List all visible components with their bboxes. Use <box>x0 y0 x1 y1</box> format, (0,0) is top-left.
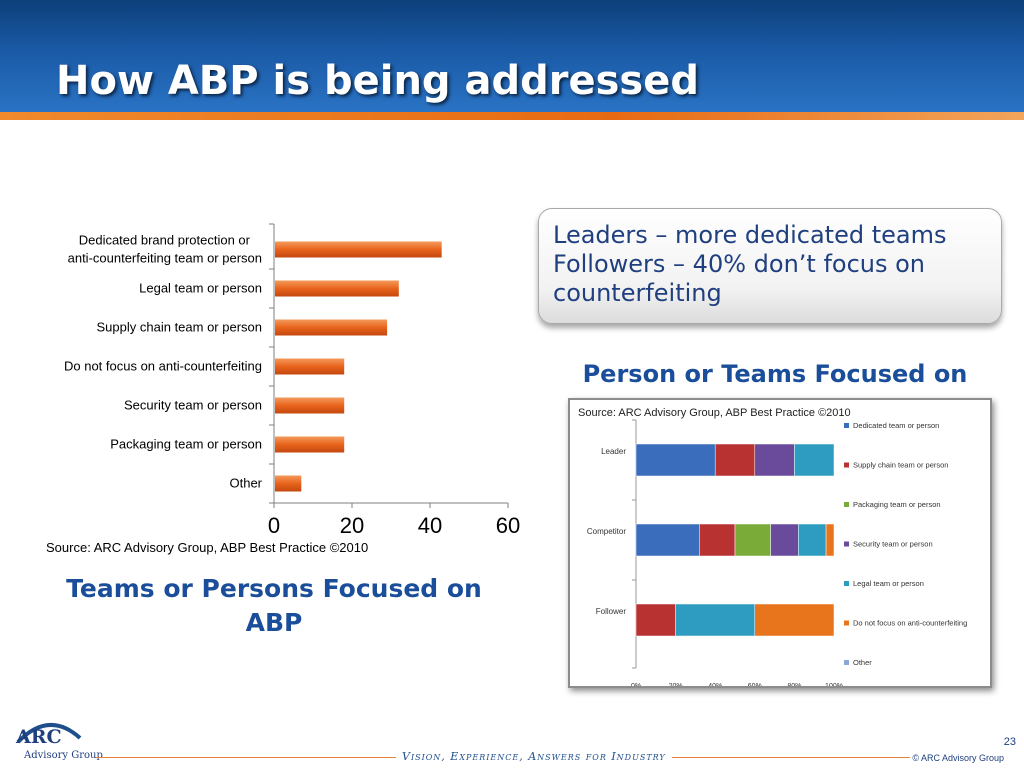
abp-teams-bar-chart: Dedicated brand protection or anti-counte… <box>64 223 520 538</box>
left-caption-line-2: ABP <box>245 608 303 637</box>
stack-segment <box>798 523 827 557</box>
callout-box: Leaders – more dedicated teams Followers… <box>538 208 1002 324</box>
page-number: 23 <box>1003 736 1016 748</box>
x-tick-label: 60 <box>496 513 520 538</box>
source-note: Source: ARC Advisory Group, ABP Best Pra… <box>46 540 369 555</box>
legend-label: Legal team or person <box>853 579 924 588</box>
category-label-line: anti-counterfeiting team or person <box>68 251 262 266</box>
category-label: Supply chain team or person <box>97 320 262 335</box>
legend-swatch <box>844 502 849 507</box>
stack-segment <box>734 523 771 557</box>
x-tick-label: 40 <box>418 513 442 538</box>
stack-segment <box>699 523 736 557</box>
stack-x-tick-label: 40% <box>708 683 722 686</box>
category-label-line: Supply chain team or person <box>97 320 262 335</box>
stack-category-label: Follower <box>596 607 627 616</box>
legend-label: Packaging team or person <box>853 500 941 509</box>
x-tick-label: 20 <box>340 513 364 538</box>
slide-header <box>0 0 1024 120</box>
left-caption-line-1: Teams or Persons Focused on <box>66 574 482 603</box>
category-label: Other <box>229 476 262 491</box>
stack-category-label: Competitor <box>587 527 626 536</box>
category-label: Legal team or person <box>139 281 262 296</box>
right-chart-caption: Person or Teams Focused on <box>582 360 968 388</box>
stack-segment <box>754 443 795 477</box>
bar-5 <box>275 436 345 453</box>
legend-swatch <box>844 581 849 586</box>
bar-0 <box>275 241 442 258</box>
x-tick-label: 0 <box>268 513 280 538</box>
stack-x-tick-label: 20% <box>669 683 683 686</box>
legend-swatch <box>844 462 849 468</box>
bar-2 <box>275 319 388 336</box>
logo-subtext: Advisory Group <box>24 750 103 761</box>
stack-x-tick-label: 100% <box>825 683 843 686</box>
left-chart-caption: Teams or Persons Focused on ABP <box>40 572 508 640</box>
stack-segment <box>635 603 676 637</box>
stack-x-tick-label: 60% <box>748 683 762 686</box>
legend-label: Other <box>853 658 872 667</box>
category-label: Security team or person <box>124 398 262 413</box>
legend-label: Dedicated team or person <box>853 421 939 430</box>
logo-arc-icon <box>16 722 82 744</box>
bar-1 <box>275 280 399 297</box>
category-label: Dedicated brand protection or anti-counte… <box>68 233 262 266</box>
stack-segment <box>825 523 835 557</box>
stack-segment <box>754 603 835 637</box>
bar-6 <box>275 475 302 492</box>
embedded-chart-frame: Source: ARC Advisory Group, ABP Best Pra… <box>568 398 992 688</box>
category-label-line: Dedicated brand protection or <box>79 233 251 248</box>
stack-x-tick-label: 80% <box>787 683 801 686</box>
bar-4 <box>275 397 345 414</box>
stack-segment <box>794 443 835 477</box>
footer-tagline: Vision, Experience, Answers for Industry <box>396 750 672 763</box>
stack-category-label: Leader <box>601 447 626 456</box>
stack-segment <box>770 523 799 557</box>
category-label: Packaging team or person <box>110 437 262 452</box>
legend-swatch <box>844 541 849 547</box>
category-label: Do not focus on anti-counterfeiting <box>64 359 262 374</box>
stack-segment <box>675 603 756 637</box>
stack-segment <box>635 443 716 477</box>
slide-title: How ABP is being addressed <box>56 58 699 104</box>
category-label-line: Packaging team or person <box>110 437 262 452</box>
leader-competitor-follower-stacked-chart: Source: ARC Advisory Group, ABP Best Pra… <box>578 407 967 686</box>
category-label-line: Security team or person <box>124 398 262 413</box>
legend-label: Supply chain team or person <box>853 461 948 470</box>
arc-logo: ARC Advisory Group <box>12 716 103 766</box>
stack-x-tick-label: 0% <box>631 683 641 686</box>
legend-swatch <box>844 660 849 665</box>
legend-label: Do not focus on anti-counterfeiting <box>853 619 967 628</box>
embedded-chart-title: Source: ARC Advisory Group, ABP Best Pra… <box>578 407 851 419</box>
stack-segment <box>714 443 756 477</box>
category-label-line: Do not focus on anti-counterfeiting <box>64 359 262 374</box>
callout-text: Leaders – more dedicated teams Followers… <box>553 221 947 307</box>
legend-swatch <box>844 620 849 626</box>
legend-swatch <box>844 423 849 428</box>
copyright-notice: © ARC Advisory Group <box>912 753 1004 763</box>
logo-text: ARC <box>16 726 62 748</box>
legend-label: Security team or person <box>853 540 933 549</box>
stack-segment <box>635 523 700 557</box>
category-label-line: Legal team or person <box>139 281 262 296</box>
bar-3 <box>275 358 345 375</box>
category-label-line: Other <box>229 476 262 491</box>
